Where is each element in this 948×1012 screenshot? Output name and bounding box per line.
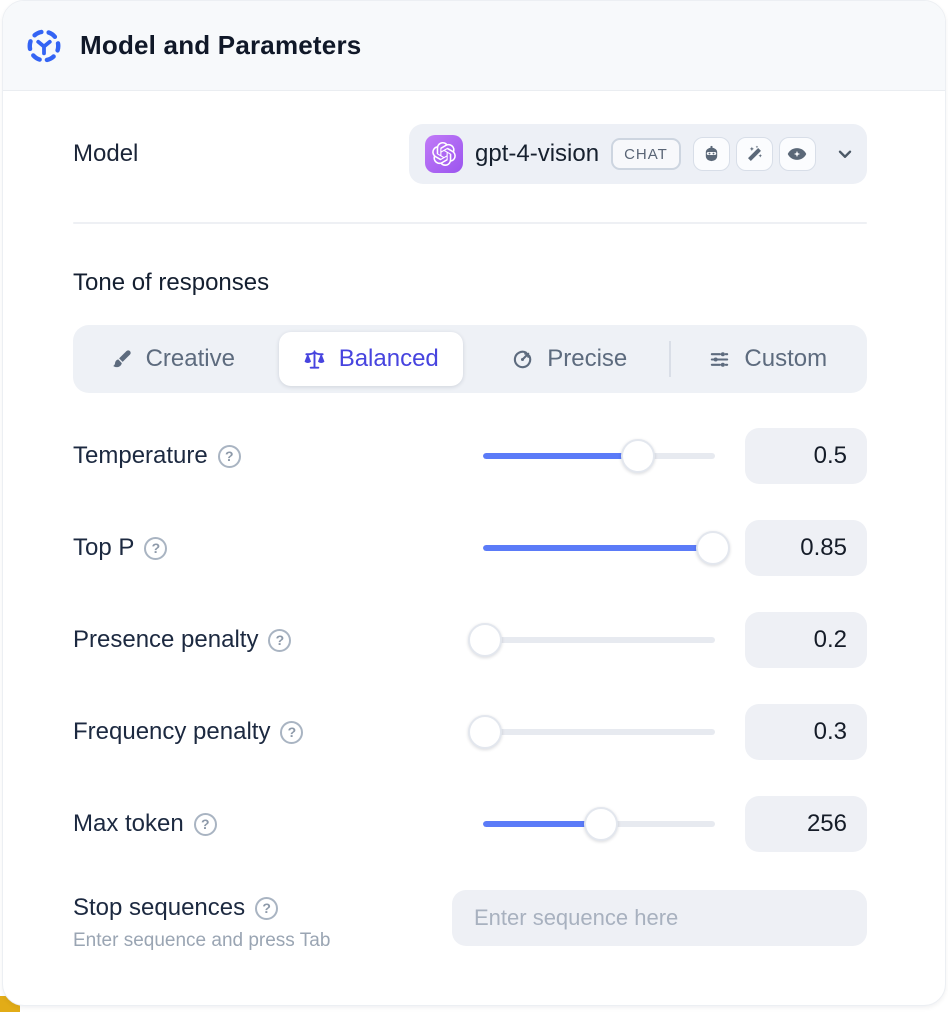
slider-thumb[interactable] (584, 807, 619, 841)
target-icon (511, 348, 534, 371)
slider-thumb[interactable] (621, 439, 656, 473)
slider-track (483, 729, 715, 735)
parameter-value[interactable]: 0.2 (745, 612, 867, 668)
tone-option-label: Balanced (338, 345, 439, 372)
parameter-list: Temperature ? 0.5 Top P ? 0.85 Presence … (73, 410, 867, 870)
parameter-row: Presence penalty ? 0.2 (73, 594, 867, 686)
parameter-value[interactable]: 256 (745, 796, 867, 852)
slider-fill (483, 545, 713, 551)
parameter-label-wrap: Frequency penalty ? (73, 718, 453, 746)
parameter-row: Temperature ? 0.5 (73, 410, 867, 502)
parameter-label: Frequency penalty (73, 718, 271, 745)
assistant-robot-icon (692, 137, 730, 171)
panel-header: Model and Parameters (3, 1, 945, 91)
slider-track (483, 453, 715, 459)
model-hub-icon (25, 27, 63, 65)
capability-badges (692, 137, 816, 171)
parameter-value[interactable]: 0.3 (745, 704, 867, 760)
tone-option-label: Precise (547, 345, 628, 372)
help-icon[interactable]: ? (144, 536, 168, 560)
selected-model-name: gpt-4-vision (475, 140, 600, 167)
model-label: Model (73, 140, 139, 167)
tone-option-label: Custom (744, 345, 828, 372)
slider-fill (483, 821, 602, 827)
parameter-value[interactable]: 0.85 (745, 520, 867, 576)
panel-title: Model and Parameters (80, 30, 362, 60)
chevron-down-icon[interactable] (834, 143, 856, 165)
help-icon[interactable]: ? (255, 896, 279, 920)
tone-option-balanced[interactable]: Balanced (278, 332, 463, 386)
parameter-label: Presence penalty (73, 626, 259, 653)
tone-section-title: Tone of responses (73, 269, 270, 296)
slider-track (483, 637, 715, 643)
parameter-row: Top P ? 0.85 (73, 502, 867, 594)
parameter-value[interactable]: 0.5 (745, 428, 867, 484)
slider-thumb[interactable] (468, 623, 503, 657)
parameter-label-wrap: Temperature ? (73, 442, 453, 470)
parameter-label-wrap: Max token ? (73, 810, 453, 838)
parameter-slider[interactable] (483, 439, 715, 473)
parameter-slider[interactable] (468, 623, 715, 657)
model-row: Model gpt-4-vision CHAT (73, 124, 867, 184)
stop-sequence-input[interactable] (452, 890, 867, 946)
parameter-row: Max token ? 256 (73, 778, 867, 870)
parameter-label-wrap: Presence penalty ? (73, 626, 453, 654)
stop-sequences-label: Stop sequences (73, 894, 246, 921)
model-type-badge: CHAT (611, 138, 681, 170)
help-icon[interactable]: ? (268, 628, 292, 652)
slider-fill (483, 453, 639, 459)
sliders-icon (708, 348, 731, 371)
parameter-label: Top P (73, 534, 135, 561)
scale-icon (303, 348, 326, 371)
parameter-row: Frequency penalty ? 0.3 (73, 686, 867, 778)
openai-logo (425, 135, 463, 173)
stop-sequences-labels: Stop sequences ? Enter sequence and pres… (73, 890, 330, 952)
section-divider (73, 222, 867, 224)
segment-separator (668, 341, 671, 377)
tone-option-custom[interactable]: Custom (673, 332, 864, 386)
stop-sequences-row: Stop sequences ? Enter sequence and pres… (73, 890, 867, 952)
parameter-label-wrap: Top P ? (73, 534, 453, 562)
paintbrush-icon (110, 348, 133, 371)
model-select-dropdown[interactable]: gpt-4-vision CHAT (409, 124, 867, 184)
tone-option-creative[interactable]: Creative (77, 332, 268, 386)
slider-track (483, 545, 715, 551)
parameter-label: Max token (73, 810, 184, 837)
vision-eye-icon (778, 137, 816, 171)
parameter-slider[interactable] (483, 807, 715, 841)
slider-thumb[interactable] (695, 531, 730, 565)
slider-thumb[interactable] (468, 715, 503, 749)
help-icon[interactable]: ? (193, 812, 217, 836)
parameter-slider[interactable] (483, 531, 730, 565)
help-icon[interactable]: ? (280, 720, 304, 744)
magic-wand-icon (735, 137, 773, 171)
tone-option-label: Creative (145, 345, 235, 372)
parameter-label: Temperature (73, 442, 208, 469)
stop-sequences-helper: Enter sequence and press Tab (73, 930, 331, 951)
tone-segmented-control: Creative Balanced (73, 325, 867, 393)
panel-content: Model gpt-4-vision CHAT (3, 124, 945, 952)
parameter-slider[interactable] (468, 715, 715, 749)
help-icon[interactable]: ? (217, 444, 241, 468)
tone-option-precise[interactable]: Precise (474, 332, 665, 386)
